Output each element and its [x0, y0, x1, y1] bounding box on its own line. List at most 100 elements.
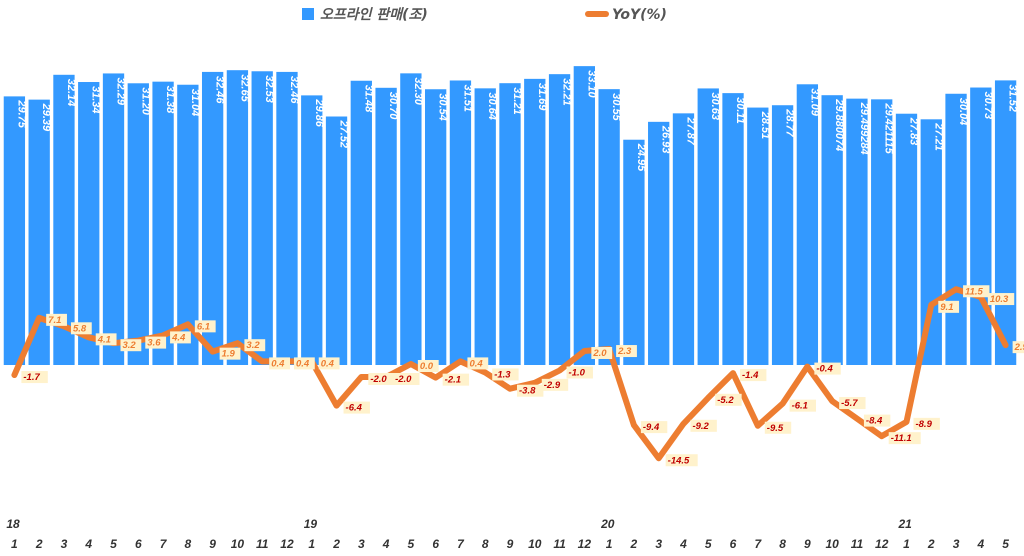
- bar-series: 29.75 29.39 32.14 31.34 32.29 31.20 31.38 31.04…: [3, 66, 1019, 366]
- yoy-value-label: -3.8: [519, 386, 536, 397]
- bar-value-label: 32.46: [214, 76, 226, 104]
- bar: [78, 82, 100, 366]
- yoy-label-box: [170, 331, 191, 344]
- yoy-value-label: -11.1: [891, 433, 912, 444]
- month-tick-label: 10: [825, 537, 839, 551]
- yoy-value-label: 6.1: [197, 321, 210, 332]
- yoy-label-box: [814, 362, 841, 375]
- yoy-label-box: [46, 313, 67, 326]
- yoy-label-box: [194, 320, 216, 333]
- month-tick-label: 2: [332, 537, 340, 551]
- bar-value-label: 30.63: [709, 92, 721, 120]
- bar: [598, 89, 620, 366]
- month-tick-label: 7: [160, 537, 168, 551]
- yoy-label-box: [839, 397, 866, 410]
- yoy-value-label: 2.9: [1014, 342, 1024, 353]
- yoy-value-label: -0.4: [816, 364, 833, 375]
- month-tick-label: 1: [11, 537, 18, 551]
- yoy-value-label: 9.1: [940, 302, 953, 313]
- yoy-value-label: 2.3: [617, 346, 632, 357]
- bar-value-label: 29.75: [15, 99, 27, 128]
- bar: [771, 105, 794, 365]
- bar: [895, 113, 918, 366]
- yoy-label-box: [442, 373, 470, 386]
- bar: [945, 93, 967, 365]
- legend: 오프라인 판매(조) YoY(%): [302, 7, 667, 23]
- month-tick-label: 3: [358, 537, 365, 551]
- yoy-value-label: 0.4: [469, 358, 483, 369]
- bar: [276, 71, 298, 365]
- yoy-label-box: [393, 373, 420, 385]
- bar-value-label: 32.53: [263, 75, 275, 103]
- bar-value-label: 24.95: [635, 143, 647, 172]
- yoy-value-label: 7.1: [48, 315, 61, 326]
- yoy-value-label: 11.5: [965, 286, 984, 297]
- yoy-label-box: [467, 357, 489, 370]
- yoy-label-box: [938, 300, 960, 313]
- bar: [573, 66, 595, 365]
- bar-value-label: 27.52: [338, 120, 350, 149]
- month-tick-label: 11: [256, 537, 269, 551]
- bar-value-label: 33.10: [585, 70, 597, 98]
- month-tick-label: 5: [705, 537, 712, 551]
- yoy-label-box: [145, 336, 167, 349]
- month-tick-label: 12: [578, 537, 592, 551]
- month-tick-label: 11: [851, 537, 864, 551]
- bar: [623, 139, 645, 365]
- yoy-label-box: [963, 285, 990, 298]
- bar: [449, 80, 472, 365]
- bar: [474, 88, 496, 365]
- yoy-label-box: [616, 345, 637, 358]
- year-tick-label: 20: [600, 517, 615, 531]
- month-tick-label: 3: [953, 537, 960, 551]
- bar: [871, 99, 893, 365]
- yoy-label-box: [913, 417, 940, 430]
- bar: [499, 83, 521, 365]
- bar: [400, 73, 422, 365]
- month-tick-label: 4: [382, 537, 390, 551]
- yoy-value-label: -6.1: [792, 401, 808, 412]
- yoy-label-box: [517, 384, 544, 397]
- yoy-value-label: -1.3: [494, 369, 511, 380]
- bar-value-label: 26.93: [660, 125, 672, 154]
- month-tick-label: 2: [927, 537, 935, 551]
- yoy-value-label: -14.5: [668, 455, 690, 466]
- bar: [301, 95, 323, 365]
- month-tick-label: 7: [457, 537, 465, 551]
- bar-value-label: 28.51: [759, 111, 771, 140]
- bar-value-label: 31.38: [164, 86, 176, 114]
- bar-value-label: 30.73: [982, 92, 994, 120]
- bar-value-label: 31.69: [536, 83, 548, 111]
- bar-value-label: 31.48: [362, 85, 374, 113]
- yoy-label-box: [987, 293, 1015, 306]
- bar: [251, 71, 273, 366]
- bar: [697, 88, 719, 366]
- yoy-label-box: [665, 454, 698, 467]
- yoy-value-label: 3.6: [147, 338, 161, 349]
- yoy-label-box: [120, 339, 142, 352]
- bar-value-label: 29.880074: [833, 98, 845, 151]
- bar: [524, 78, 546, 366]
- legend-bar-swatch: [302, 8, 314, 20]
- year-tick-label: 19: [304, 517, 318, 531]
- bar-value-label: 30.11: [734, 97, 746, 124]
- month-tick-label: 5: [408, 537, 415, 551]
- month-tick-label: 8: [482, 537, 489, 551]
- bar: [747, 107, 769, 365]
- yoy-value-label: 0.4: [296, 358, 310, 369]
- bar: [796, 84, 819, 365]
- bar: [846, 98, 868, 365]
- bar-value-label: 31.51: [461, 84, 473, 112]
- bar-value-label: 32.46: [288, 76, 300, 104]
- bar-value-label: 30.54: [437, 93, 449, 121]
- bar: [177, 84, 199, 365]
- bar-value-label: 31.21: [511, 87, 523, 115]
- month-tick-label: 6: [432, 537, 439, 551]
- yoy-label-box: [764, 421, 792, 434]
- bar-value-label: 30.70: [387, 92, 399, 120]
- year-tick-label: 21: [897, 517, 912, 531]
- bar: [350, 80, 372, 365]
- yoy-label-box: [888, 432, 921, 445]
- month-tick-label: 5: [1002, 537, 1009, 551]
